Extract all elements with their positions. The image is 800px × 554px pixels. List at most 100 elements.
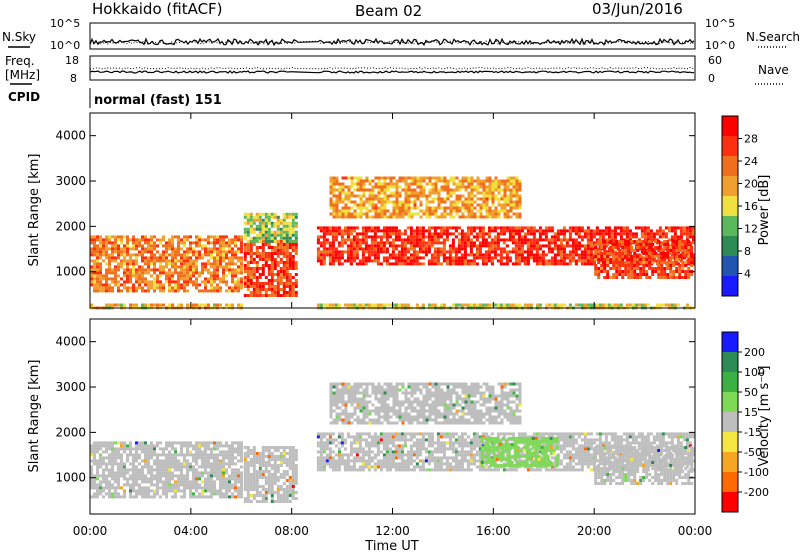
power-cell [120, 259, 123, 263]
power-cell [337, 226, 341, 230]
power-cell [479, 191, 483, 195]
power-cell [380, 200, 384, 204]
power-cell [319, 241, 323, 245]
power-cell [691, 232, 695, 236]
power-cell [177, 303, 180, 307]
power-cell [328, 247, 332, 251]
power-cell [105, 262, 108, 266]
velocity-cell [96, 465, 99, 469]
power-cell [204, 268, 207, 272]
power-cell [514, 238, 518, 242]
power-cell [285, 291, 289, 294]
power-cell [422, 209, 426, 213]
power-cell [96, 265, 99, 269]
velocity-cell [358, 441, 362, 445]
velocity-cell [231, 450, 234, 454]
power-cell [466, 238, 470, 242]
power-cell [171, 280, 174, 284]
power-cell [195, 277, 198, 281]
power-cell [633, 267, 637, 270]
power-cell [177, 286, 180, 290]
power-cell [646, 232, 650, 236]
velocity-cell [132, 468, 135, 472]
power-cell [99, 256, 102, 260]
power-cell [141, 253, 144, 257]
power-cell [469, 303, 473, 307]
power-cell [621, 276, 625, 279]
power-cell [565, 262, 569, 266]
power-cell [99, 289, 102, 293]
power-cell [126, 286, 129, 290]
velocity-cell [225, 453, 228, 457]
power-cell [541, 232, 545, 236]
power-cell [222, 235, 225, 239]
velocity-cell [93, 441, 96, 445]
velocity-cell [180, 453, 183, 457]
velocity-cell [285, 488, 289, 491]
velocity-cell [183, 489, 186, 493]
power-cell [117, 235, 120, 239]
power-cell [523, 238, 527, 242]
velocity-cell [96, 483, 99, 487]
velocity-cell [285, 461, 289, 464]
power-cell [90, 238, 93, 242]
power-cell [472, 235, 476, 239]
power-cell [672, 243, 676, 246]
power-cell [210, 235, 213, 239]
power-cell [392, 176, 396, 180]
power-cell [276, 294, 280, 297]
power-cell [267, 246, 271, 249]
power-cell [331, 238, 335, 242]
power-cell [430, 262, 434, 266]
power-cell [123, 271, 126, 275]
power-cell [493, 238, 497, 242]
velocity-cell [267, 452, 271, 455]
power-cell [261, 230, 265, 234]
power-cell [538, 229, 542, 233]
velocity-cell [177, 486, 180, 490]
power-cell [93, 271, 96, 275]
power-cell [189, 265, 192, 269]
power-cell [437, 215, 441, 219]
power-cell [222, 250, 225, 254]
power-cell [331, 247, 335, 251]
power-cell [159, 280, 162, 284]
velocity-cell [177, 441, 180, 445]
power-cell [458, 185, 462, 189]
power-cell [446, 182, 450, 186]
velocity-cell [276, 449, 280, 452]
power-cell [108, 247, 111, 251]
power-cell [162, 235, 165, 239]
power-cell [404, 194, 408, 198]
power-cell [234, 262, 237, 266]
power-cell [600, 264, 604, 267]
power-cell [255, 270, 259, 273]
nsky-label: N.Sky [2, 30, 36, 44]
power-cell [243, 246, 247, 249]
power-cell [491, 185, 495, 189]
velocity-cell [204, 441, 207, 445]
power-cell [219, 262, 222, 266]
power-cell [355, 250, 359, 254]
velocity-cell [138, 456, 141, 460]
power-cell [518, 212, 522, 216]
power-cell [246, 279, 250, 282]
power-cell [380, 188, 384, 192]
power-cell [216, 259, 219, 263]
power-cell [389, 200, 393, 204]
power-cell [553, 253, 557, 257]
power-cell [365, 176, 369, 180]
power-cell [279, 218, 283, 222]
power-cell [246, 227, 250, 231]
power-cell [511, 229, 515, 233]
power-cell [514, 256, 518, 260]
power-cell [512, 203, 516, 207]
power-cell [452, 206, 456, 210]
power-cell [413, 203, 417, 207]
power-cell [180, 283, 183, 287]
power-cell [409, 262, 413, 266]
power-cell [673, 226, 677, 230]
power-cell [449, 206, 453, 210]
velocity-cell [108, 489, 111, 493]
power-cell [669, 252, 673, 255]
